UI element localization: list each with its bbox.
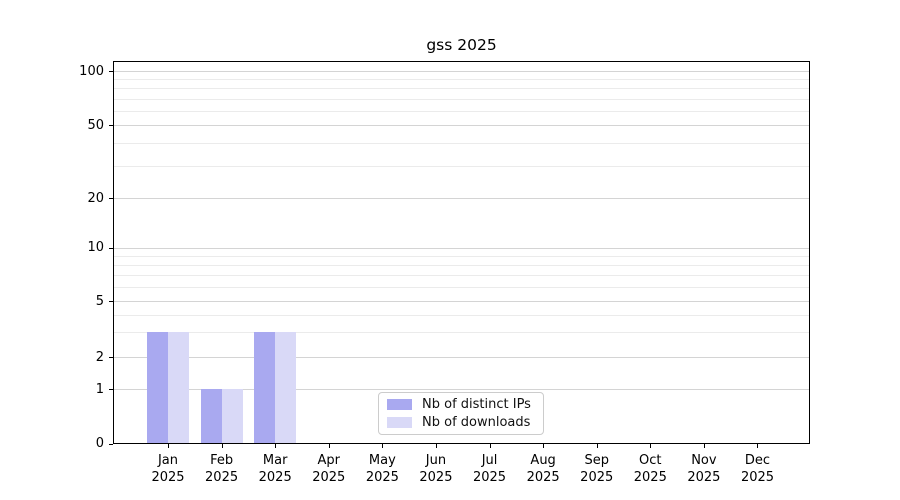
x-tick-label: May 2025 <box>365 453 399 485</box>
y-tick-mark <box>109 389 113 390</box>
gridline-major <box>114 357 809 358</box>
y-tick-label: 10 <box>87 240 104 255</box>
legend-item-distinct-ips: Nb of distinct IPs <box>387 396 535 413</box>
x-tick-mark <box>328 444 330 448</box>
legend: Nb of distinct IPs Nb of downloads <box>378 392 544 435</box>
bar-downloads <box>221 389 243 443</box>
x-tick-mark <box>543 444 545 448</box>
y-tick-label: 0 <box>95 436 104 451</box>
x-tick-label: Mar 2025 <box>258 453 292 485</box>
plot-area <box>113 61 810 444</box>
bar-downloads <box>168 332 189 443</box>
legend-item-downloads: Nb of downloads <box>387 415 535 432</box>
gridline-major <box>114 389 809 390</box>
gridline-minor <box>114 79 809 81</box>
x-tick-label: Sep 2025 <box>580 453 614 485</box>
y-tick-mark <box>109 125 113 126</box>
gridline-minor <box>114 275 809 277</box>
gridline-minor <box>114 142 809 144</box>
legend-swatch-distinct-ips-icon <box>387 398 412 410</box>
x-tick-mark <box>382 444 384 448</box>
x-tick-label: Apr 2025 <box>312 453 346 485</box>
gridline-minor <box>114 165 809 167</box>
bar-distinct-ips <box>254 332 276 443</box>
gridline-minor <box>114 255 809 257</box>
gridline-major <box>114 198 809 199</box>
y-tick-label: 20 <box>87 190 104 206</box>
legend-swatch-downloads-icon <box>387 417 412 429</box>
x-tick-mark <box>489 444 491 448</box>
gridline-minor <box>114 264 809 266</box>
x-tick-label: Oct 2025 <box>633 453 667 485</box>
y-tick-label: 50 <box>87 117 104 133</box>
x-tick-mark <box>221 444 223 448</box>
x-tick-mark <box>757 444 759 448</box>
gridline-minor <box>114 110 809 112</box>
gridline-minor <box>114 88 809 90</box>
y-tick-mark <box>109 71 113 72</box>
y-tick-mark <box>109 443 113 445</box>
gridline-minor <box>114 314 809 316</box>
y-tick-label: 100 <box>79 63 104 79</box>
gridline-major <box>114 125 809 126</box>
gridline-major <box>114 71 809 72</box>
gridline-major <box>114 301 809 302</box>
x-tick-label: Aug 2025 <box>526 453 560 485</box>
y-tick-label: 5 <box>95 293 104 309</box>
gridline-major <box>114 247 809 249</box>
x-tick-label: Dec 2025 <box>740 453 775 485</box>
x-tick-mark <box>703 444 705 448</box>
x-tick-label: Jan 2025 <box>151 453 185 485</box>
x-tick-label: Jul 2025 <box>472 453 507 485</box>
gridline-minor <box>114 332 809 334</box>
y-tick-label: 2 <box>95 349 104 365</box>
gridline-minor <box>114 98 809 100</box>
y-tick-mark <box>109 247 113 249</box>
y-tick-mark <box>109 301 113 302</box>
bar-downloads <box>275 332 297 443</box>
x-tick-label: Jun 2025 <box>419 453 453 485</box>
y-tick-label: 1 <box>95 381 104 397</box>
bar-distinct-ips <box>200 389 222 443</box>
x-tick-label: Feb 2025 <box>205 453 239 485</box>
legend-label-downloads: Nb of downloads <box>422 415 531 431</box>
legend-label-distinct-ips: Nb of distinct IPs <box>422 396 531 412</box>
x-tick-mark <box>275 444 277 448</box>
chart-title: gss 2025 <box>426 36 497 54</box>
y-tick-mark <box>109 357 113 358</box>
x-tick-mark <box>596 444 598 448</box>
x-tick-mark <box>168 444 169 448</box>
x-tick-mark <box>435 444 437 448</box>
x-tick-mark <box>650 444 652 448</box>
y-tick-mark <box>109 198 113 199</box>
gridline-minor <box>114 286 809 288</box>
x-tick-label: Nov 2025 <box>687 453 721 485</box>
bar-distinct-ips <box>147 332 168 443</box>
